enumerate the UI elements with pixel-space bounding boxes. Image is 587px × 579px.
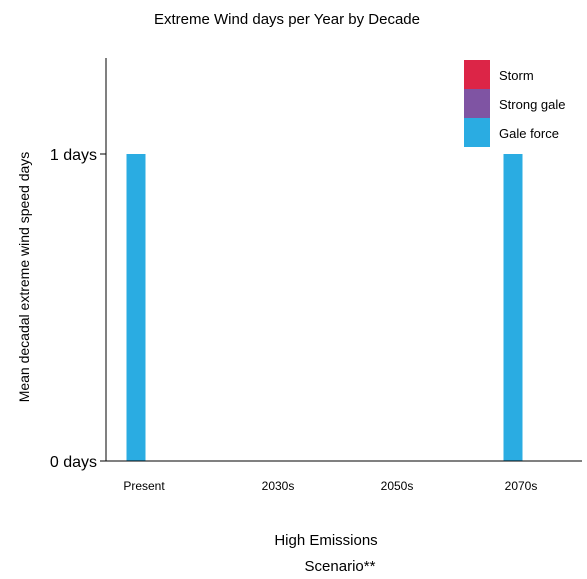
y-axis-label: Mean decadal extreme wind speed days [16, 152, 32, 403]
legend-label: Storm [499, 68, 534, 83]
x-ticks: Present 2030s 2050s 2070s [123, 479, 537, 493]
x-axis-label-line-2: Scenario** [305, 558, 376, 574]
bar-2070s-gale-force [503, 154, 523, 461]
legend-swatch-gale-force [464, 118, 490, 147]
y-tick-label: 1 days [50, 147, 97, 164]
legend-label: Strong gale [499, 97, 566, 112]
legend: Storm Strong gale Gale force [464, 60, 566, 147]
chart-title: Extreme Wind days per Year by Decade [154, 11, 420, 28]
legend-swatch-storm [464, 60, 490, 89]
legend-label: Gale force [499, 126, 559, 141]
x-tick-label: 2030s [262, 479, 295, 493]
y-tick-label: 0 days [50, 454, 97, 471]
legend-swatch-strong-gale [464, 89, 490, 118]
x-tick-label: 2050s [381, 479, 414, 493]
x-tick-label: Present [123, 479, 165, 493]
y-ticks: 0 days 1 days [50, 147, 106, 471]
x-axis-label-line-1: High Emissions [274, 532, 377, 549]
plot-area [126, 154, 523, 461]
bar-present-gale-force [126, 154, 146, 461]
x-tick-label: 2070s [505, 479, 538, 493]
